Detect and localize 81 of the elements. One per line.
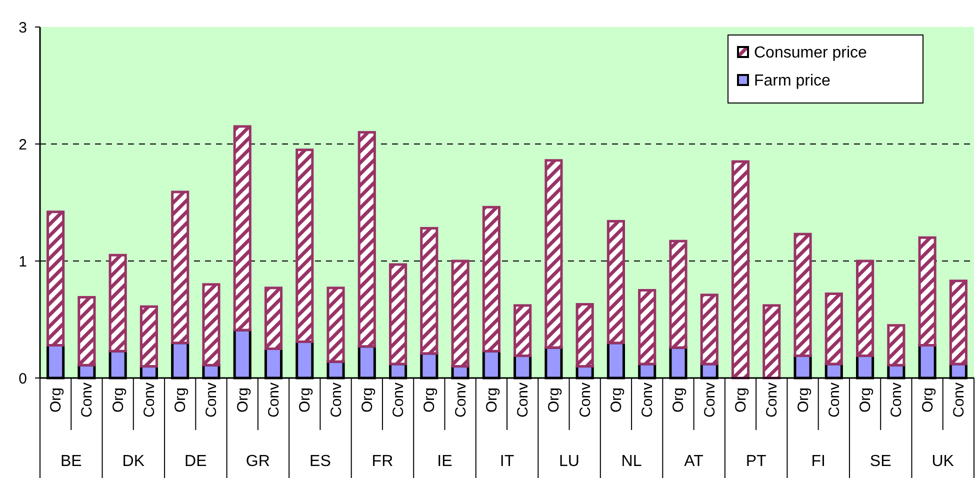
x-tick-label: Conv [576,382,594,418]
text: PT [746,453,767,470]
x-tick-label: Conv [140,382,158,418]
text: AT [684,453,704,470]
bar [824,292,843,366]
legend-label: Consumer price [754,44,868,62]
x-tick-label: Org [919,387,936,413]
bar [762,304,781,380]
x-tick-label: Org [857,387,874,413]
y-tick-label: 0 [18,370,27,388]
bar [918,236,936,346]
bar [296,148,314,343]
x-tick-label: Org [48,387,65,413]
text: SE [870,453,892,470]
x-tick-label: Org [421,387,438,413]
bar [700,294,718,366]
x-tick-label: Org [234,387,252,413]
x-tick-label: Conv [826,382,843,418]
bar [482,206,500,352]
bar [171,190,190,344]
x-tick-label: Conv [266,382,282,418]
x-tick-label: Conv [328,382,345,418]
x-tick-label: Conv [78,382,96,418]
text: NL [621,453,642,470]
x-tick-label: Org [483,387,500,413]
text: IE [437,453,452,470]
bar [731,160,750,380]
text: DE [184,453,207,470]
x-tick-label: Org [608,387,625,413]
bar [264,286,283,350]
x-tick-label: Org [670,387,688,413]
y-tick-label: 2 [18,136,27,154]
bar [46,210,65,346]
text: DK [122,453,145,470]
text: LU [559,453,580,470]
text: FI [811,453,826,470]
x-tick-label: Conv [950,382,968,418]
bar [233,125,252,332]
bar [451,260,470,368]
bar [108,254,127,352]
y-tick-label: 3 [18,19,27,36]
bar [856,260,874,358]
x-tick-label: Conv [888,382,906,418]
bar [544,159,563,349]
x-tick-label: Org [546,387,563,413]
x-tick-label: Org [794,387,812,413]
bar [576,303,594,368]
bar [606,220,625,344]
y-tick-label: 1 [18,253,27,270]
bar [949,280,968,366]
x-tick-label: Org [296,387,314,413]
x-tick-label: Conv [639,382,656,418]
text: BE [60,453,82,470]
x-tick-label: Conv [203,382,220,418]
bar [887,324,906,366]
bar [514,304,532,358]
bar [78,296,96,366]
text: FR [372,453,394,470]
bar [202,283,220,366]
text: UK [932,453,954,470]
x-tick-label: Org [358,387,376,413]
bar [358,131,376,348]
x-tick-label: Conv [764,382,781,418]
bar [794,232,812,358]
text: GR [246,453,270,470]
text: IT [500,453,514,470]
x-tick-label: Conv [701,382,718,418]
x-tick-label: Conv [514,382,532,418]
x-tick-label: Org [110,387,127,413]
bar [638,289,656,366]
bar [326,286,345,363]
bar [389,263,408,366]
x-tick-label: Org [732,387,750,413]
x-tick-label: Conv [390,382,408,418]
bar [420,226,438,355]
text: ES [310,453,331,470]
bar [669,240,688,349]
bar [140,305,158,368]
x-tick-label: Org [172,387,190,413]
x-tick-label: Conv [452,382,470,418]
legend-label: Farm price [754,72,831,90]
